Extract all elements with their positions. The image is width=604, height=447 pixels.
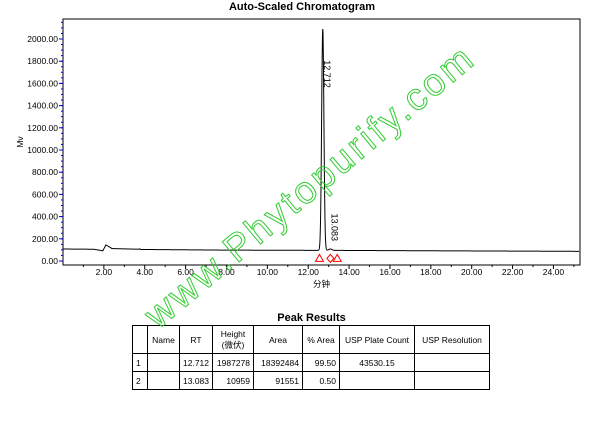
col-header-rt: RT <box>179 325 213 354</box>
x-tick-label: 6.00 <box>177 267 194 277</box>
x-tick-label: 20.00 <box>461 267 483 277</box>
plot-frame <box>62 18 581 266</box>
cell-plate-count: 43530.15 <box>339 353 415 372</box>
col-header-index <box>132 325 148 354</box>
x-tick-label: 16.00 <box>379 267 401 277</box>
cell-name <box>147 353 180 372</box>
cell-height: 10959 <box>212 371 254 390</box>
x-tick-label: 22.00 <box>502 267 524 277</box>
peak-apex-marker <box>326 253 335 264</box>
col-header-plate-count: USP Plate Count <box>339 325 415 354</box>
x-tick-label: 2.00 <box>96 267 113 277</box>
peak-results-table: Name RT Height (微伏) Area % Area USP Plat… <box>132 325 490 390</box>
cell-resolution <box>414 353 490 372</box>
x-tick-label: 8.00 <box>218 267 235 277</box>
x-tick-label: 10.00 <box>257 267 279 277</box>
cell-rt: 12.712 <box>179 353 213 372</box>
peak-boundary-marker <box>332 253 343 262</box>
cell-area: 91551 <box>253 371 303 390</box>
cell-plate-count <box>339 371 415 390</box>
col-header-name: Name <box>147 325 180 354</box>
chromatogram-trace <box>62 28 580 252</box>
table-row: 1 12.712 1987278 18392484 99.50 43530.15 <box>132 353 490 372</box>
y-axis-label: Mv <box>15 136 25 148</box>
x-tick-label: 24.00 <box>543 267 565 277</box>
y-tick-label: 1000.00 <box>27 145 58 155</box>
y-tick-label: 1400.00 <box>27 101 58 111</box>
col-header-height: Height (微伏) <box>212 325 254 354</box>
cell-index: 1 <box>132 353 148 372</box>
y-tick-label: 400.00 <box>32 212 58 222</box>
chart-title: Auto-Scaled Chromatogram <box>228 1 376 13</box>
col-header-resolution: USP Resolution <box>414 325 490 354</box>
peak-boundary-marker <box>314 253 325 262</box>
col-header-area: Area <box>253 325 303 354</box>
cell-index: 2 <box>132 371 148 390</box>
cell-resolution <box>414 371 490 390</box>
y-tick-label: 800.00 <box>32 167 58 177</box>
cell-pct-area: 0.50 <box>302 371 340 390</box>
peak-results-title: Peak Results <box>277 312 346 324</box>
y-tick-label: 1200.00 <box>27 123 58 133</box>
peak-label: 13.083 <box>329 213 339 241</box>
cell-pct-area: 99.50 <box>302 353 340 372</box>
y-tick-label: 0.00 <box>41 256 58 266</box>
y-tick-label: 1600.00 <box>27 78 58 88</box>
y-tick-label: 200.00 <box>32 234 58 244</box>
x-tick-label: 4.00 <box>136 267 153 277</box>
cell-name <box>147 371 180 390</box>
cell-height: 1987278 <box>212 353 254 372</box>
cell-area: 18392484 <box>253 353 303 372</box>
cell-rt: 13.083 <box>179 371 213 390</box>
y-tick-label: 1800.00 <box>27 56 58 66</box>
col-header-pct-area: % Area <box>302 325 340 354</box>
x-tick-label: 18.00 <box>420 267 442 277</box>
x-axis-label: 分钟 <box>313 279 330 289</box>
table-row: 2 13.083 10959 91551 0.50 <box>132 371 490 390</box>
chromatogram: 0.00 200.00 400.00 600.00 800.00 1000.00 1200.… <box>15 18 581 289</box>
table-header-row: Name RT Height (微伏) Area % Area USP Plat… <box>132 325 490 354</box>
x-tick-label: 14.00 <box>338 267 360 277</box>
x-tick-label: 12.00 <box>298 267 320 277</box>
y-tick-label: 600.00 <box>32 189 58 199</box>
peak-label: 12.712 <box>322 60 332 88</box>
y-tick-label: 2000.00 <box>27 34 58 44</box>
